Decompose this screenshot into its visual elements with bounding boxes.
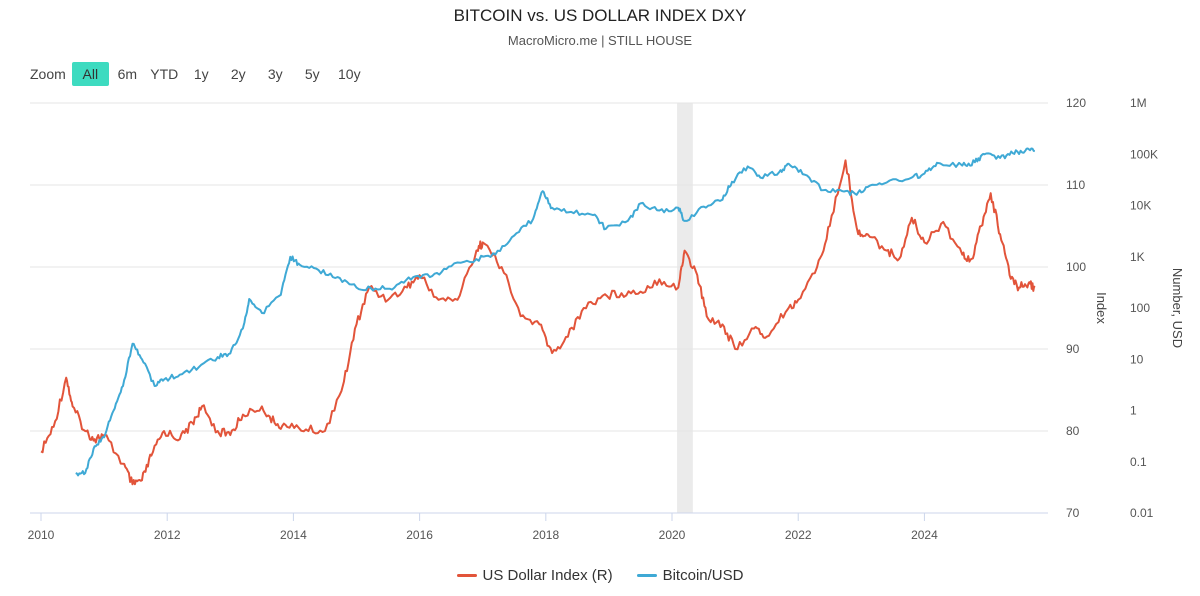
zoom-button-2y[interactable]: 2y (230, 66, 246, 82)
x-tick-label: 2018 (532, 528, 559, 542)
legend: US Dollar Index (R) Bitcoin/USD (0, 567, 1200, 584)
zoom-button-all[interactable]: All (71, 62, 109, 86)
legend-label-dxy: US Dollar Index (R) (482, 567, 613, 584)
legend-label-btc: Bitcoin/USD (662, 567, 744, 584)
legend-item-bitcoin-usd[interactable]: Bitcoin/USD (636, 567, 744, 584)
bitcoin-usd-line (75, 147, 1035, 477)
usd-tick-label: 0.01 (1130, 506, 1154, 520)
index-tick-label: 110 (1066, 178, 1085, 192)
index-tick-label: 70 (1066, 506, 1080, 520)
chart-title: BITCOIN vs. US DOLLAR INDEX DXY (453, 6, 747, 25)
x-tick-label: 2012 (154, 528, 181, 542)
legend-item-us-dollar-index[interactable]: US Dollar Index (R) (456, 567, 613, 584)
zoom-label: Zoom (30, 66, 66, 82)
usd-axis-title: Number, USD (1170, 268, 1185, 348)
x-tick-label: 2010 (28, 528, 55, 542)
x-tick-label: 2020 (659, 528, 686, 542)
zoom-button-1y[interactable]: 1y (193, 66, 209, 82)
zoom-button-5y[interactable]: 5y (304, 66, 320, 82)
usd-tick-label: 10 (1130, 352, 1144, 366)
chart-subtitle: MacroMicro.me | STILL HOUSE (507, 33, 693, 48)
legend-swatch-btc (636, 574, 657, 577)
index-tick-label: 80 (1066, 424, 1080, 438)
x-tick-label: 2014 (280, 528, 307, 542)
x-tick-label: 2022 (785, 528, 812, 542)
usd-tick-label: 100K (1130, 147, 1158, 161)
zoom-button-ytd[interactable]: YTD (150, 66, 179, 82)
x-tick-label: 2016 (406, 528, 433, 542)
x-tick-label: 2024 (911, 528, 938, 542)
usd-tick-label: 1 (1130, 404, 1137, 418)
zoom-button-3y[interactable]: 3y (267, 66, 283, 82)
index-tick-label: 90 (1066, 342, 1080, 356)
usd-tick-label: 1M (1130, 96, 1147, 110)
zoom-button-6m[interactable]: 6m (117, 66, 138, 82)
usd-tick-label: 10K (1130, 199, 1151, 213)
index-axis-title: Index (1094, 292, 1109, 324)
usd-tick-label: 1K (1130, 250, 1145, 264)
legend-swatch-dxy (456, 574, 477, 577)
index-tick-label: 100 (1066, 260, 1086, 274)
zoom-button-10y[interactable]: 10y (338, 66, 361, 82)
shaded-band (677, 103, 693, 513)
zoom-controls: Zoom All 6m YTD 1y 2y 3y 5y 10y (30, 62, 368, 86)
us-dollar-index-line (40, 159, 1036, 486)
usd-tick-label: 0.1 (1130, 455, 1147, 469)
index-tick-label: 120 (1066, 96, 1086, 110)
usd-tick-label: 100 (1130, 301, 1150, 315)
